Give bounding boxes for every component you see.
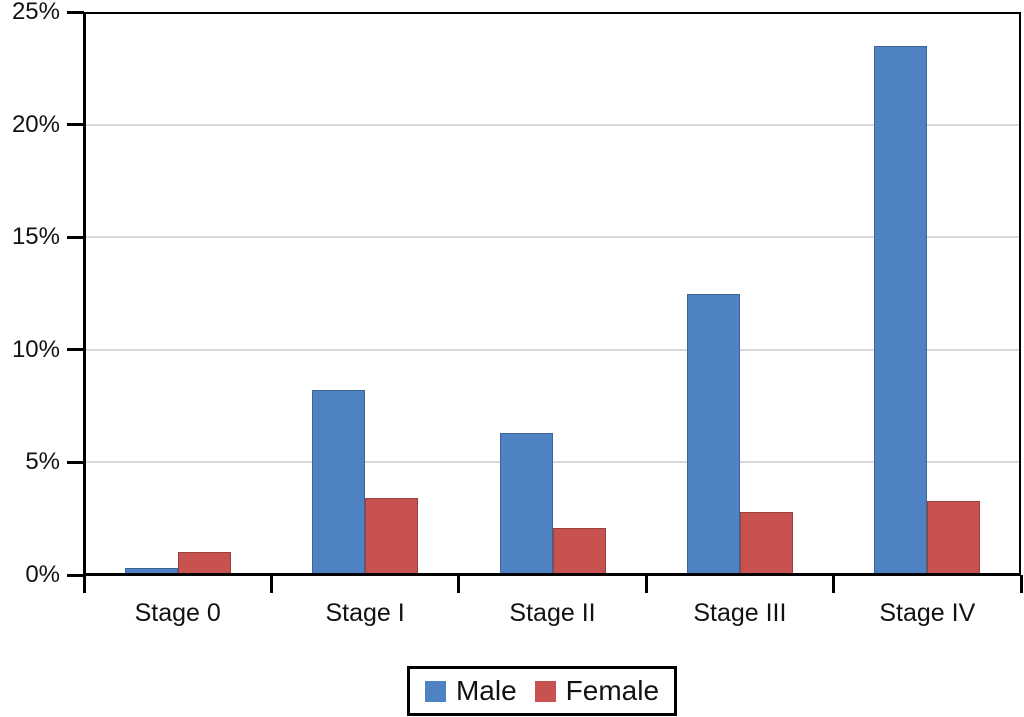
x-tick-4 xyxy=(832,575,836,593)
legend-swatch-male xyxy=(424,680,446,702)
y-axis-tick-label: 5% xyxy=(25,448,60,476)
plot-border-top xyxy=(84,12,1021,14)
bar-female-stage-ii xyxy=(552,527,606,575)
y-tick-15 xyxy=(67,235,84,239)
legend-swatch-female xyxy=(534,680,556,702)
y-tick-0 xyxy=(67,573,84,577)
y-axis-tick-label: 15% xyxy=(11,223,60,251)
bar-female-stage-0 xyxy=(177,552,231,575)
x-axis-line xyxy=(84,573,1021,576)
x-axis-category-label: Stage II xyxy=(509,599,596,627)
y-tick-5 xyxy=(67,460,84,464)
y-axis-tick-label: 20% xyxy=(11,110,60,138)
legend-label: Male xyxy=(455,675,517,706)
x-tick-3 xyxy=(644,575,648,593)
y-axis-tick-label: 25% xyxy=(11,0,60,25)
x-tick-1 xyxy=(269,575,273,593)
x-axis-category-label: Stage IV xyxy=(879,599,976,627)
legend-label: Female xyxy=(565,675,660,706)
x-axis-category-label: Stage 0 xyxy=(134,599,221,627)
y-tick-10 xyxy=(67,348,84,352)
bar-male-stage-iii xyxy=(686,293,740,575)
y-axis-tick-label: 0% xyxy=(25,561,60,588)
bar-female-stage-iv xyxy=(927,500,981,575)
bar-male-stage-i xyxy=(312,390,366,575)
gridline-5 xyxy=(84,461,1021,464)
bar-female-stage-i xyxy=(365,498,419,575)
y-tick-20 xyxy=(67,123,84,127)
y-axis-line xyxy=(83,12,86,593)
bar-male-stage-iv xyxy=(874,45,928,575)
x-tick-5 xyxy=(1019,575,1023,593)
x-axis-category-label: Stage III xyxy=(693,599,787,627)
legend-item-male: Male xyxy=(424,675,517,706)
gridline-20 xyxy=(84,123,1021,126)
bar-male-stage-ii xyxy=(499,433,553,575)
x-tick-0 xyxy=(82,575,86,593)
gridline-15 xyxy=(84,236,1021,239)
y-axis-tick-label: 10% xyxy=(11,335,60,363)
plot-border-right xyxy=(1019,12,1021,575)
y-tick-25 xyxy=(67,10,84,14)
legend: Male Female xyxy=(407,666,677,716)
x-tick-2 xyxy=(457,575,461,593)
gridline-10 xyxy=(84,348,1021,351)
x-axis-category-label: Stage I xyxy=(325,599,405,627)
legend-item-female: Female xyxy=(534,675,660,706)
bar-female-stage-iii xyxy=(739,511,793,575)
